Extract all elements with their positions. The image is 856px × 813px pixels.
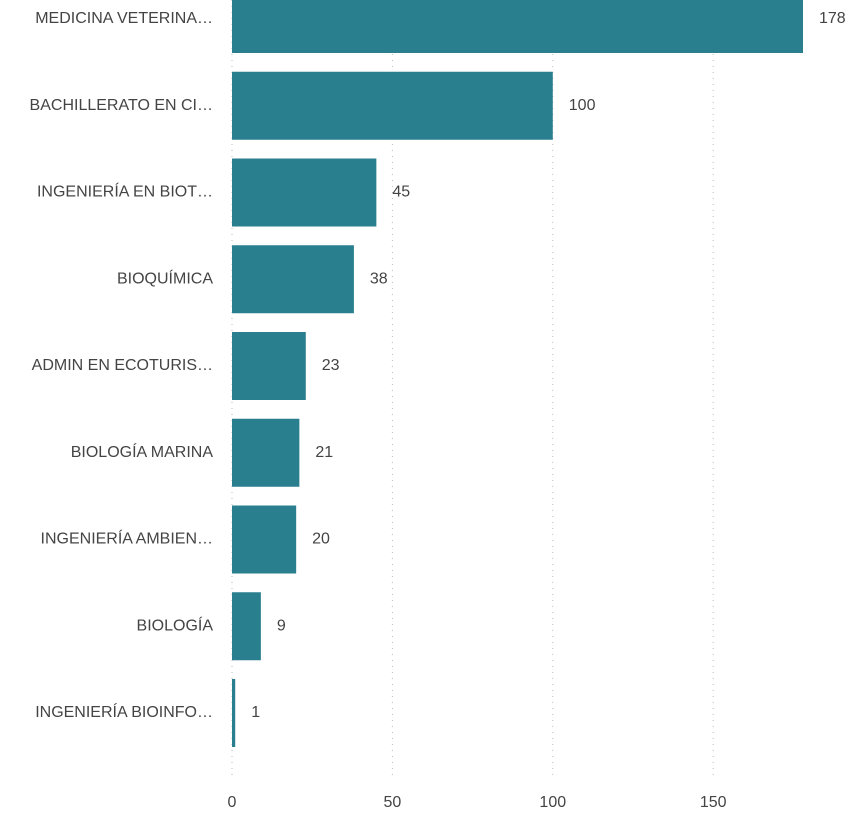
y-tick-label: INGENIERÍA EN BIOT… bbox=[37, 182, 213, 201]
bar bbox=[232, 505, 297, 574]
bar bbox=[232, 71, 553, 140]
y-tick-label: BIOLOGÍA MARINA bbox=[71, 442, 214, 461]
y-tick-label: BACHILLERATO EN CI… bbox=[30, 97, 213, 114]
value-label: 38 bbox=[370, 270, 388, 287]
bar bbox=[232, 0, 803, 53]
x-tick-label: 50 bbox=[383, 794, 401, 811]
x-tick-label: 100 bbox=[539, 794, 566, 811]
value-label: 20 bbox=[312, 531, 330, 548]
value-label: 45 bbox=[392, 184, 410, 201]
value-label: 21 bbox=[315, 444, 333, 461]
x-tick-label: 0 bbox=[228, 794, 237, 811]
value-label: 23 bbox=[322, 357, 340, 374]
y-tick-label: INGENIERÍA AMBIEN… bbox=[41, 529, 213, 548]
y-tick-label: ADMIN EN ECOTURIS… bbox=[32, 357, 213, 374]
value-label: 178 bbox=[819, 10, 846, 27]
y-tick-label: BIOLOGÍA bbox=[137, 615, 214, 634]
y-tick-label: INGENIERÍA BIOINFO… bbox=[35, 702, 213, 721]
bar bbox=[232, 158, 377, 227]
y-tick-label: BIOQUÍMICA bbox=[117, 268, 213, 287]
value-label: 9 bbox=[277, 617, 286, 634]
x-tick-label: 150 bbox=[700, 794, 727, 811]
bar bbox=[232, 332, 306, 400]
bar bbox=[232, 245, 354, 314]
value-label: 1 bbox=[251, 704, 260, 721]
value-label: 100 bbox=[569, 97, 596, 114]
bar bbox=[232, 592, 261, 661]
y-tick-label: MEDICINA VETERINA… bbox=[35, 10, 213, 27]
bar bbox=[232, 679, 236, 747]
bar bbox=[232, 418, 300, 487]
